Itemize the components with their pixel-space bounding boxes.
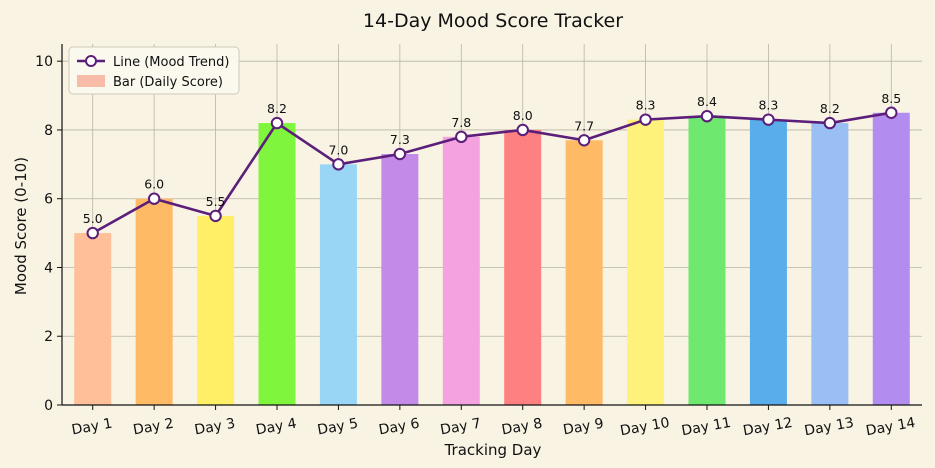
bar [74, 233, 112, 405]
trend-point [577, 134, 591, 147]
legend: Line (Mood Trend) Bar (Daily Score) [68, 46, 240, 95]
data-label: 5.0 [83, 211, 103, 226]
data-label: 7.8 [451, 115, 471, 130]
trend-point [270, 116, 284, 130]
y-axis-label: Mood Score (0-10) [12, 157, 30, 295]
x-tick-label: Day 9 [562, 416, 605, 439]
x-axis-label: Tracking Day [444, 441, 542, 459]
legend-box [68, 46, 240, 95]
bar [688, 116, 726, 405]
bar [811, 123, 849, 406]
legend-label: Bar (Daily Score) [113, 75, 223, 90]
data-label: 8.2 [820, 101, 840, 116]
bar [135, 198, 173, 405]
trend-point [762, 113, 775, 126]
data-label: 8.3 [636, 98, 656, 113]
data-label: 7.0 [328, 142, 348, 157]
data-label: 8.2 [267, 101, 287, 116]
x-tick-label: Day 8 [500, 416, 543, 439]
data-labels: 5.0 6.0 5.5 8.2 7.0 7.3 7.8 8.0 7.7 8.3 8.4 8.3 8.2 8… [83, 91, 901, 226]
bar [319, 164, 357, 405]
trend-point [86, 226, 99, 240]
bar [197, 215, 235, 405]
trend-point [393, 147, 407, 161]
trend-line-group [86, 106, 898, 240]
data-label: 8.3 [758, 98, 778, 113]
x-tick-label: Day 3 [193, 416, 236, 439]
data-label: 8.5 [881, 91, 901, 106]
trend-point [639, 113, 652, 126]
x-tick-label: Day 4 [255, 416, 298, 439]
trend-point [147, 192, 161, 205]
legend-marker-swatch [85, 55, 97, 67]
bar [381, 154, 419, 405]
bar [872, 112, 910, 405]
data-label: 7.3 [390, 132, 410, 147]
axes [61, 44, 922, 406]
bar [565, 140, 603, 405]
y-tick-label: 6 [44, 192, 53, 208]
x-tick-label: Day 1 [70, 416, 113, 439]
trend-point [823, 116, 837, 130]
bar [442, 136, 480, 406]
bar [504, 129, 542, 405]
x-tick-label: Day 6 [378, 416, 421, 439]
bars [74, 112, 910, 406]
data-label: 6.0 [144, 177, 164, 192]
x-tick-label: Day 7 [439, 416, 482, 439]
y-tick-label: 2 [44, 329, 53, 345]
data-label: 8.4 [697, 94, 717, 109]
y-tick-label: 8 [44, 123, 53, 139]
chart-title: 14-Day Mood Score Tracker [363, 10, 623, 32]
y-tick-label: 10 [35, 54, 53, 70]
trend-point [455, 130, 468, 144]
legend-label: Line (Mood Trend) [113, 55, 229, 70]
bar [627, 119, 665, 405]
legend-bar-swatch [77, 75, 105, 87]
y-tick-label: 0 [44, 398, 53, 414]
data-label: 8.0 [513, 108, 533, 123]
y-ticks: 0 2 4 6 8 10 [35, 54, 62, 414]
bar [258, 123, 296, 406]
y-tick-label: 4 [44, 260, 53, 276]
trend-point [700, 110, 714, 123]
trend-line [92, 111, 892, 235]
x-tick-label: Day 5 [316, 416, 359, 439]
x-tick-label: Day 2 [132, 416, 175, 439]
bar [749, 119, 787, 405]
trend-point [332, 158, 345, 171]
trend-point [885, 106, 898, 119]
data-label: 5.5 [206, 194, 226, 209]
data-label: 7.7 [574, 118, 594, 133]
trend-point [209, 209, 222, 223]
trend-point [516, 123, 529, 137]
